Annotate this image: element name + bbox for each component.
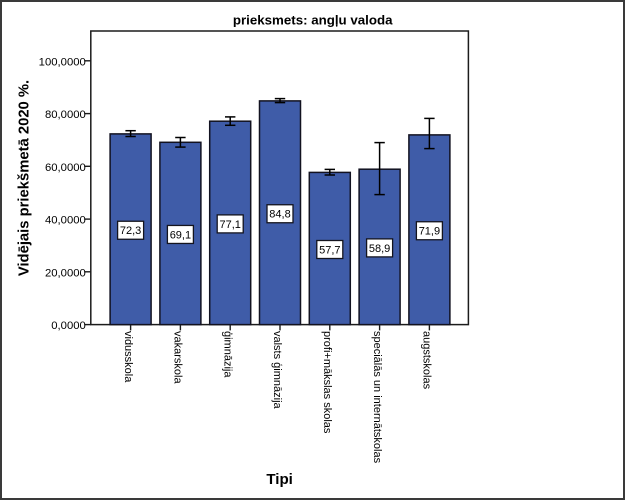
svg-text:ģimnāzija: ģimnāzija [221,331,234,378]
svg-text:71,9: 71,9 [419,226,440,238]
svg-text:0,0000: 0,0000 [51,320,86,332]
svg-text:58,9: 58,9 [369,243,390,255]
svg-text:69,1: 69,1 [170,229,191,241]
svg-text:84,8: 84,8 [269,209,290,221]
svg-text:vakarskola: vakarskola [172,331,184,384]
svg-text:77,1: 77,1 [219,219,240,231]
svg-text:speciālās un internātskolas: speciālās un internātskolas [371,331,383,464]
svg-text:valsts ģimnāzija: valsts ģimnāzija [271,331,284,410]
svg-text:72,3: 72,3 [120,225,141,237]
svg-text:40,0000: 40,0000 [45,215,86,227]
svg-text:20,0000: 20,0000 [45,267,86,279]
svg-text:prieksmets: angļu valoda: prieksmets: angļu valoda [233,12,393,27]
svg-text:100,0000: 100,0000 [39,56,86,68]
svg-text:57,7: 57,7 [319,244,340,256]
svg-text:Vidējais priekšmetā 2020 %.: Vidējais priekšmetā 2020 %. [17,80,33,276]
svg-text:Tipi: Tipi [266,471,293,488]
svg-text:vidusskola: vidusskola [122,331,134,383]
svg-text:80,0000: 80,0000 [45,109,86,121]
svg-text:60,0000: 60,0000 [45,162,86,174]
svg-text:profi+mākslas skolas: profi+mākslas skolas [321,331,333,434]
svg-text:augstskolas: augstskolas [421,331,433,390]
